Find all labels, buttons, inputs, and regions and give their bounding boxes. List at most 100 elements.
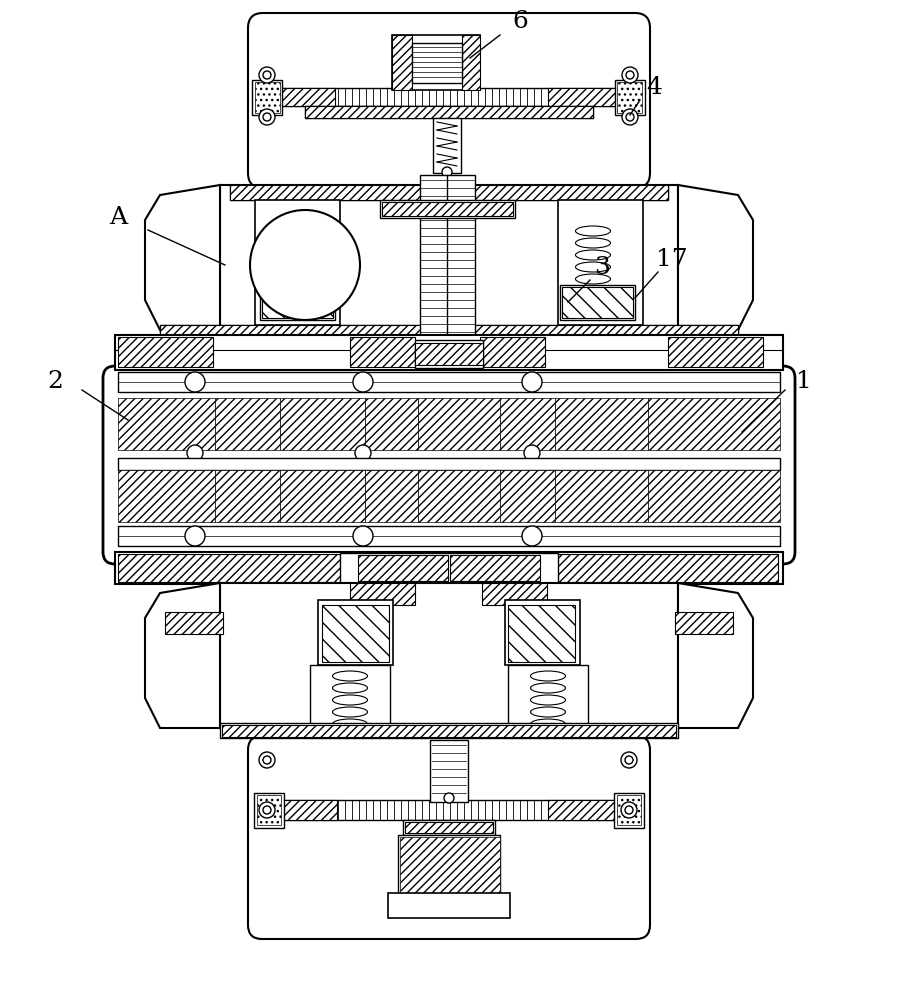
- Bar: [280, 398, 365, 450]
- Bar: [420, 175, 475, 340]
- Bar: [254, 793, 284, 828]
- Text: 2: 2: [47, 370, 63, 393]
- Bar: [322, 605, 389, 662]
- Bar: [255, 200, 340, 325]
- Bar: [614, 793, 644, 828]
- Bar: [118, 470, 215, 522]
- Circle shape: [444, 793, 454, 803]
- Bar: [500, 470, 555, 522]
- Circle shape: [259, 109, 275, 125]
- Bar: [365, 398, 418, 450]
- Circle shape: [187, 445, 203, 461]
- Polygon shape: [145, 583, 220, 728]
- Bar: [230, 185, 668, 200]
- Bar: [257, 795, 281, 825]
- Bar: [230, 185, 668, 200]
- Bar: [252, 80, 282, 115]
- Circle shape: [522, 372, 542, 392]
- Bar: [165, 612, 223, 634]
- Bar: [118, 337, 213, 367]
- Circle shape: [259, 67, 275, 83]
- Bar: [392, 35, 480, 90]
- Circle shape: [625, 806, 633, 814]
- Bar: [350, 337, 415, 367]
- Bar: [255, 82, 280, 113]
- Bar: [115, 552, 783, 584]
- Bar: [160, 325, 738, 340]
- Bar: [220, 723, 678, 738]
- Bar: [617, 82, 642, 113]
- Bar: [365, 470, 418, 522]
- Text: 17: 17: [656, 248, 688, 271]
- Bar: [305, 106, 593, 118]
- Bar: [615, 80, 645, 115]
- Circle shape: [626, 113, 634, 121]
- Bar: [480, 337, 545, 367]
- Circle shape: [250, 210, 360, 320]
- Bar: [310, 665, 390, 725]
- Text: 4: 4: [646, 77, 662, 100]
- Bar: [388, 893, 510, 918]
- Circle shape: [621, 752, 637, 768]
- Bar: [392, 35, 412, 90]
- Text: 3: 3: [594, 256, 610, 279]
- Bar: [318, 600, 393, 665]
- Circle shape: [185, 372, 205, 392]
- Bar: [340, 553, 558, 583]
- Bar: [648, 470, 780, 522]
- Bar: [462, 35, 480, 90]
- Circle shape: [263, 756, 271, 764]
- Bar: [160, 325, 738, 340]
- Bar: [405, 822, 493, 833]
- Polygon shape: [678, 185, 753, 340]
- Bar: [403, 820, 495, 835]
- Bar: [412, 43, 462, 83]
- Bar: [382, 202, 513, 216]
- Bar: [430, 740, 468, 802]
- Text: 1: 1: [797, 370, 812, 393]
- Bar: [668, 337, 763, 367]
- Circle shape: [185, 526, 205, 546]
- Circle shape: [622, 67, 638, 83]
- Bar: [118, 526, 780, 546]
- Text: A: A: [109, 207, 127, 230]
- Bar: [415, 343, 483, 365]
- Bar: [222, 725, 676, 737]
- Polygon shape: [678, 583, 753, 728]
- Bar: [505, 600, 580, 665]
- Bar: [560, 285, 635, 320]
- Circle shape: [621, 802, 637, 818]
- Circle shape: [625, 756, 633, 764]
- Bar: [118, 372, 780, 392]
- Bar: [450, 555, 540, 581]
- Bar: [482, 583, 547, 605]
- Bar: [280, 88, 618, 106]
- Circle shape: [263, 806, 271, 814]
- Circle shape: [626, 71, 634, 79]
- Circle shape: [442, 167, 452, 177]
- Polygon shape: [145, 185, 220, 340]
- Bar: [400, 837, 500, 895]
- Bar: [675, 612, 733, 634]
- Circle shape: [524, 445, 540, 461]
- Bar: [548, 88, 618, 106]
- Circle shape: [259, 802, 275, 818]
- Bar: [418, 470, 500, 522]
- FancyBboxPatch shape: [248, 736, 650, 939]
- Bar: [280, 470, 365, 522]
- Bar: [617, 795, 641, 825]
- Bar: [350, 583, 415, 605]
- Bar: [118, 398, 215, 450]
- Bar: [508, 665, 588, 725]
- Bar: [562, 287, 633, 318]
- Bar: [282, 800, 337, 820]
- Bar: [358, 555, 448, 581]
- Bar: [418, 398, 500, 450]
- Circle shape: [263, 71, 271, 79]
- Circle shape: [622, 109, 638, 125]
- Bar: [555, 398, 648, 450]
- FancyBboxPatch shape: [103, 366, 795, 564]
- Bar: [648, 398, 780, 450]
- Bar: [260, 285, 335, 320]
- Bar: [305, 106, 593, 118]
